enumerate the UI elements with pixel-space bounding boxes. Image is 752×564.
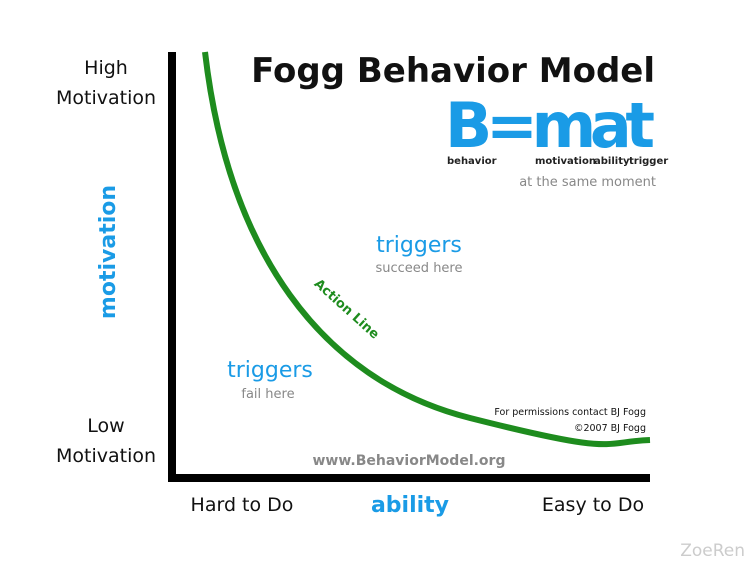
action-line <box>202 51 651 448</box>
formula-note: at the same moment <box>519 175 656 190</box>
url: www.BehaviorModel.org <box>313 453 506 469</box>
title: Fogg Behavior Model <box>251 51 655 91</box>
x-high: Easy to Do <box>542 494 644 516</box>
region-subtitle: succeed here <box>376 261 463 276</box>
formula-label: motivation <box>535 156 596 167</box>
y-low: Motivation <box>56 445 156 467</box>
watermark: ZoeRen <box>680 541 745 561</box>
formula: B=mat <box>445 89 655 162</box>
x-label: ability <box>371 493 449 518</box>
region-title: triggers <box>376 233 462 258</box>
credit: ©2007 BJ Fogg <box>574 423 646 434</box>
region-subtitle: fail here <box>241 387 294 402</box>
y-label: motivation <box>96 185 121 319</box>
y-high: Motivation <box>56 87 156 109</box>
formula-label: trigger <box>629 156 668 167</box>
y-high: High <box>84 57 128 79</box>
formula-label: ability <box>594 156 630 167</box>
credit: For permissions contact BJ Fogg <box>494 407 646 418</box>
formula-label: behavior <box>447 156 497 167</box>
y-low: Low <box>87 415 124 437</box>
axes <box>168 52 650 482</box>
x-low: Hard to Do <box>191 494 294 516</box>
region-title: triggers <box>227 358 313 383</box>
